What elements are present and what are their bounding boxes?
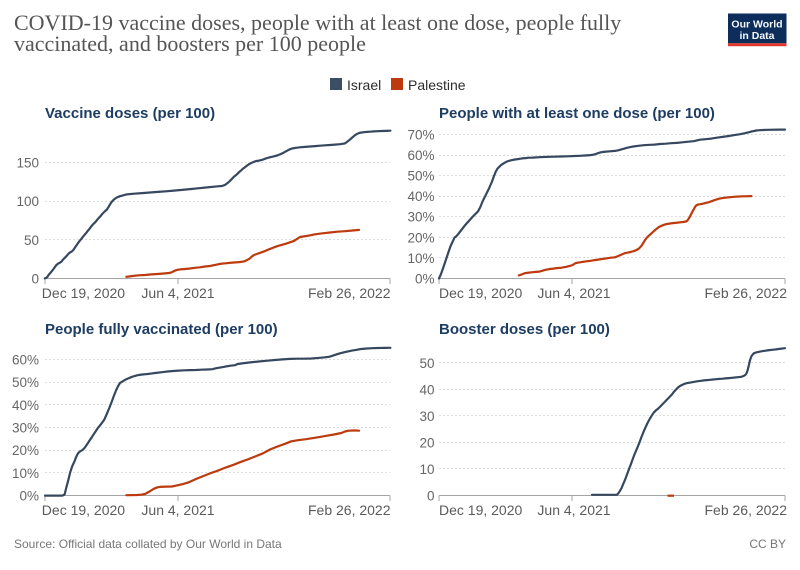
svg-text:0%: 0% — [19, 489, 39, 504]
svg-text:COVID-19 vaccine doses, people: COVID-19 vaccine doses, people with at l… — [14, 10, 621, 35]
svg-text:Jun 4, 2021: Jun 4, 2021 — [537, 502, 610, 518]
svg-text:40%: 40% — [12, 398, 39, 413]
svg-text:100: 100 — [16, 194, 39, 209]
svg-text:50: 50 — [24, 233, 39, 248]
svg-text:150: 150 — [16, 156, 39, 171]
svg-text:Jun 4, 2021: Jun 4, 2021 — [141, 285, 214, 301]
svg-text:30: 30 — [419, 409, 434, 424]
svg-text:Vaccine doses (per 100): Vaccine doses (per 100) — [45, 105, 215, 122]
svg-text:20%: 20% — [407, 230, 434, 245]
svg-text:Feb 26, 2022: Feb 26, 2022 — [308, 502, 391, 518]
svg-text:30%: 30% — [407, 210, 434, 225]
svg-text:0: 0 — [427, 488, 435, 503]
svg-text:50%: 50% — [12, 375, 39, 390]
svg-text:People fully vaccinated (per 1: People fully vaccinated (per 100) — [45, 321, 278, 338]
svg-text:60%: 60% — [407, 148, 434, 163]
svg-text:30%: 30% — [12, 421, 39, 436]
svg-text:Jun 4, 2021: Jun 4, 2021 — [537, 285, 610, 301]
svg-text:Feb 26, 2022: Feb 26, 2022 — [704, 285, 787, 301]
svg-text:40: 40 — [419, 382, 434, 397]
svg-text:Dec 19, 2020: Dec 19, 2020 — [42, 502, 125, 518]
svg-text:10%: 10% — [12, 466, 39, 481]
svg-text:People with at least one dose: People with at least one dose (per 100) — [439, 105, 715, 122]
svg-text:Jun 4, 2021: Jun 4, 2021 — [141, 502, 214, 518]
svg-text:70%: 70% — [407, 128, 434, 143]
svg-text:Israel: Israel — [347, 77, 381, 93]
svg-text:20: 20 — [419, 435, 434, 450]
svg-text:60%: 60% — [12, 353, 39, 368]
svg-text:Feb 26, 2022: Feb 26, 2022 — [308, 285, 391, 301]
svg-text:Palestine: Palestine — [408, 77, 466, 93]
svg-text:Our World: Our World — [731, 19, 782, 31]
svg-text:50: 50 — [419, 356, 434, 371]
svg-text:Dec 19, 2020: Dec 19, 2020 — [439, 285, 522, 301]
svg-text:Booster doses (per 100): Booster doses (per 100) — [439, 321, 610, 338]
svg-text:Feb 26, 2022: Feb 26, 2022 — [704, 502, 787, 518]
svg-text:vaccinated, and boosters per 1: vaccinated, and boosters per 100 people — [14, 31, 366, 56]
svg-text:in Data: in Data — [739, 30, 774, 42]
svg-text:0%: 0% — [415, 271, 435, 286]
svg-text:50%: 50% — [407, 169, 434, 184]
svg-text:Source: Official data collated: Source: Official data collated by Our Wo… — [14, 537, 282, 551]
svg-text:Dec 19, 2020: Dec 19, 2020 — [439, 502, 522, 518]
svg-text:10: 10 — [419, 462, 434, 477]
svg-text:20%: 20% — [12, 443, 39, 458]
svg-text:CC BY: CC BY — [749, 537, 786, 551]
svg-text:0: 0 — [31, 271, 39, 286]
svg-text:Dec 19, 2020: Dec 19, 2020 — [42, 285, 125, 301]
svg-text:10%: 10% — [407, 251, 434, 266]
svg-text:40%: 40% — [407, 189, 434, 204]
